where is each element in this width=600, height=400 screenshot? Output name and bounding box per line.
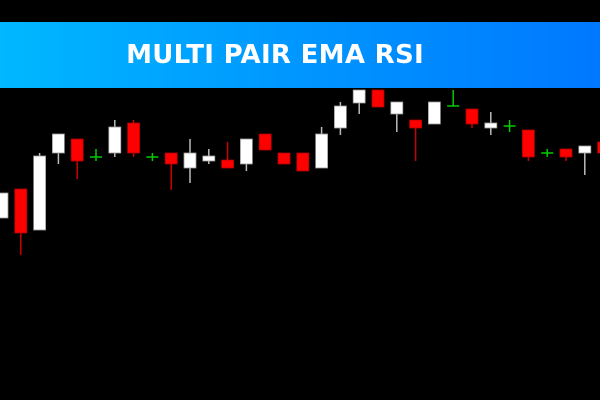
candle [33,153,46,231]
candle [390,101,404,132]
candle-body [578,145,592,154]
candle [202,149,216,164]
candle [164,152,178,190]
candle [484,112,498,135]
candle-body [427,101,441,125]
candle [70,138,84,179]
candle-body [183,152,197,169]
candle [559,148,573,161]
candle-body [465,108,479,125]
candle [14,188,28,255]
candle [258,133,272,151]
candle-body [70,138,84,162]
candle-body [333,105,347,129]
candle [52,133,65,164]
candle [541,149,554,157]
candle-body [221,159,235,169]
title-banner: MULTI PAIR EMA RSI [0,22,600,88]
candle [352,89,366,114]
candle [127,120,140,157]
candle-body [0,192,9,219]
candle [578,145,592,175]
candle [522,129,535,161]
candle [409,119,423,161]
candle-body [127,122,140,154]
candle [427,101,441,125]
candle-body [164,152,178,165]
candle [447,90,460,107]
candle-body [371,89,385,108]
candle [333,102,347,135]
candle [108,120,122,157]
candle-body [390,101,404,115]
candle-body [522,129,535,158]
candle-body [33,155,46,231]
candle [503,120,516,132]
candle-body [296,152,310,172]
candle [465,108,479,128]
candle [221,142,235,169]
candle-body [52,133,65,154]
candle [371,89,385,108]
candle-body [108,126,122,154]
candle-body [277,152,291,165]
candle-body [559,148,573,158]
candle-body [202,155,216,162]
candle-body [14,188,28,234]
candle [597,141,600,154]
candle-body [315,133,329,169]
candle-body [258,133,272,151]
candle [239,138,253,171]
candle [146,153,159,161]
candle [183,139,197,183]
candle-body [484,122,498,129]
candle [277,152,291,165]
candle-body [597,141,600,154]
candle [296,152,310,172]
candle-body [239,138,253,165]
candle [0,192,9,219]
candle [90,149,102,161]
candle-body [409,119,423,129]
banner-title: MULTI PAIR EMA RSI [126,40,424,70]
candle [315,127,329,169]
candle-body [352,89,366,104]
